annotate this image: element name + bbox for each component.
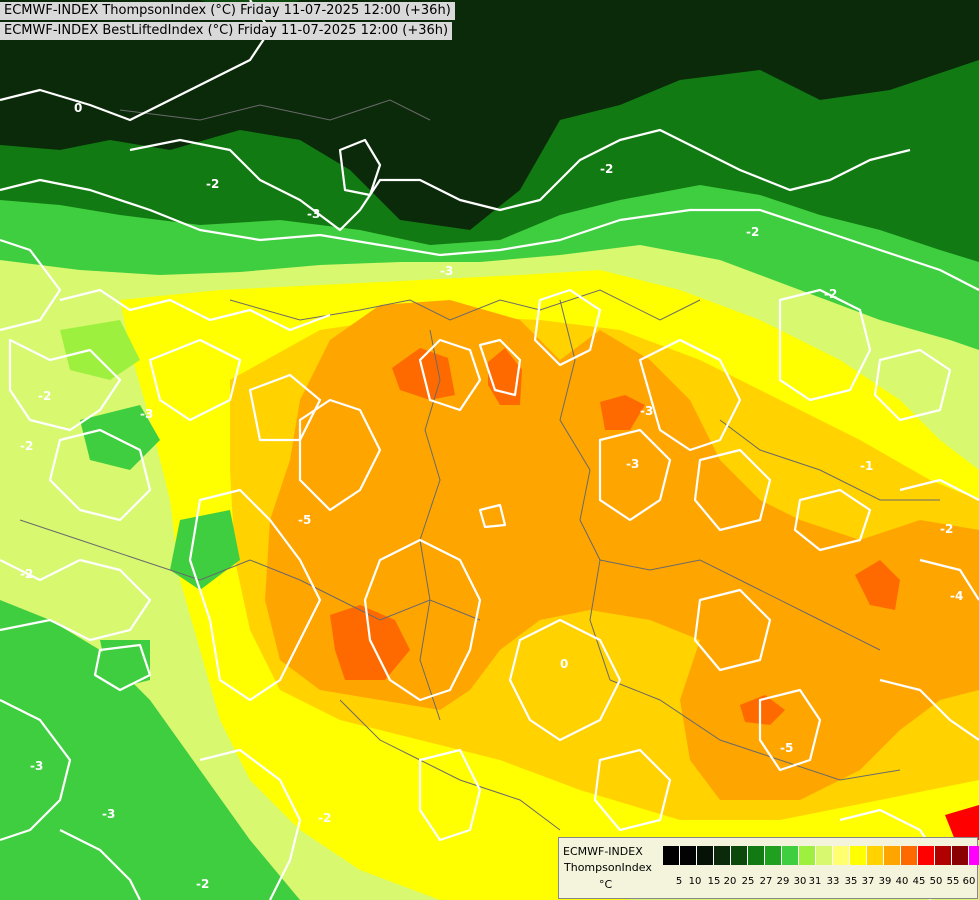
contour-label: -3: [102, 807, 115, 821]
contour-label: -2: [20, 567, 33, 581]
legend-swatches: [663, 846, 979, 865]
contour-label: -2: [38, 389, 51, 403]
green-island-4: [60, 320, 140, 380]
legend-tick-label: 31: [808, 876, 822, 887]
contour-label: -3: [30, 759, 43, 773]
legend-tick-label: 15: [707, 876, 721, 887]
legend-swatch: [765, 846, 782, 865]
legend-tick-label: 60: [962, 876, 976, 887]
legend-tick-label: 50: [929, 876, 943, 887]
legend-swatch: [816, 846, 833, 865]
bright-green-sw: [0, 600, 300, 900]
header-line-lifted: ECMWF-INDEX BestLiftedIndex (°C) Friday …: [0, 22, 453, 40]
legend-tick-label: 20: [723, 876, 737, 887]
legend-tick-label: 37: [861, 876, 875, 887]
contour-label: -2: [20, 439, 33, 453]
contour-labels: 0 -2 -3 -2 -3 -2 -2 -2 -3 -3 -3 -2 -4 -5 -3 -2 -2 0 -3 -1 -2…: [20, 101, 963, 891]
contour-label: -2: [600, 162, 613, 176]
legend-swatch: [697, 846, 714, 865]
legend-swatch: [782, 846, 799, 865]
legend-swatch: [952, 846, 969, 865]
contour-label: -4: [950, 589, 963, 603]
green-island-2: [170, 510, 240, 590]
legend-tick-label: 10: [688, 876, 702, 887]
hot-spot-se: [945, 805, 979, 840]
legend-parameter-name: ThompsonIndex: [564, 861, 652, 874]
legend-tick-label: 45: [912, 876, 926, 887]
green-island-3: [100, 640, 150, 690]
color-scale-legend: ECMWF-INDEX ThompsonIndex °C 5 10 15 20 25 27…: [558, 837, 979, 899]
contour-label: -2: [824, 287, 837, 301]
contour-label: -2: [206, 177, 219, 191]
hot-spot-5: [855, 560, 900, 610]
country-borders: [19, 99, 940, 831]
contour-label: -5: [780, 741, 793, 755]
contour-label: 0: [560, 657, 568, 671]
legend-tick-label: 5: [675, 876, 683, 887]
legend-swatch: [901, 846, 918, 865]
contour-label: 0: [74, 101, 82, 115]
legend-swatch: [731, 846, 748, 865]
legend-tick-label: 25: [741, 876, 755, 887]
legend-swatch: [748, 846, 765, 865]
legend-swatch: [663, 846, 680, 865]
contour-label: -3: [307, 207, 320, 221]
legend-swatch: [884, 846, 901, 865]
legend-swatch: [714, 846, 731, 865]
legend-unit: °C: [599, 878, 613, 891]
contour-label: -2: [746, 225, 759, 239]
hot-spot-3: [600, 395, 645, 430]
legend-ticks: 5 10 15 20 25 27 29 30 31 33 35 37 39 40 45 50 55 60: [663, 876, 976, 890]
legend-swatch: [867, 846, 884, 865]
legend-tick-label: 35: [844, 876, 858, 887]
legend-tick-label: 55: [946, 876, 960, 887]
legend-model-name: ECMWF-INDEX: [563, 845, 643, 858]
contour-label: -2: [940, 522, 953, 536]
legend-tick-label: 27: [759, 876, 773, 887]
legend-swatch: [680, 846, 697, 865]
legend-tick-label: 39: [878, 876, 892, 887]
contour-label: -3: [140, 407, 153, 421]
hot-spot-6: [740, 695, 785, 725]
contour-label: -5: [298, 513, 311, 527]
contour-label: -3: [626, 457, 639, 471]
contour-label: -2: [196, 877, 209, 891]
contour-label: -1: [860, 459, 873, 473]
hot-spot-4: [330, 605, 410, 680]
legend-tick-label: 33: [826, 876, 840, 887]
orange-zone-west: [265, 300, 979, 800]
header-line-thompson: ECMWF-INDEX ThompsonIndex (°C) Friday 11…: [0, 2, 455, 20]
legend-swatch: [850, 846, 867, 865]
contour-label: -3: [640, 404, 653, 418]
legend-swatch: [799, 846, 816, 865]
legend-tick-label: 30: [793, 876, 807, 887]
contour-label: -2: [318, 811, 331, 825]
contour-label: -3: [440, 264, 453, 278]
legend-swatch: [833, 846, 850, 865]
green-band: [0, 60, 979, 330]
legend-swatch: [918, 846, 935, 865]
darkest-green-n: [0, 0, 979, 230]
legend-swatch: [969, 846, 979, 865]
legend-tick-label: 40: [895, 876, 909, 887]
legend-tick-label: 29: [776, 876, 790, 887]
legend-swatch: [935, 846, 952, 865]
